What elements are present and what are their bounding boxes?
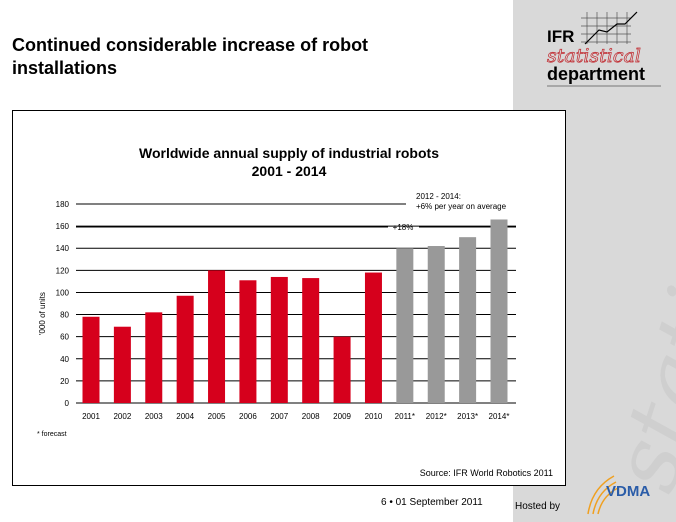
y-tick-label: 120	[56, 266, 70, 275]
y-tick-label: 20	[60, 377, 69, 386]
bar-2008	[302, 278, 320, 403]
x-tick-label: 2013*	[457, 412, 478, 421]
chart-subtitle: 2001 - 2014	[252, 163, 327, 179]
forecast-footnote: * forecast	[37, 431, 67, 438]
x-tick-label: 2014*	[489, 412, 510, 421]
ifr-logo: IFR statistical department	[547, 11, 661, 87]
annotation-average-2: +6% per year on average	[416, 202, 507, 211]
svg-text:department: department	[547, 64, 645, 84]
y-tick-label: 0	[65, 399, 70, 408]
vdma-logo: VDMA	[587, 475, 650, 515]
bar-2012*	[427, 246, 445, 403]
svg-text:IFR: IFR	[547, 27, 574, 46]
x-tick-label: 2003	[145, 412, 163, 421]
x-tick-label: 2007	[270, 412, 288, 421]
y-tick-label: 140	[56, 244, 70, 253]
x-tick-label: 2009	[333, 412, 351, 421]
slide-title: Continued considerable increase of robot…	[12, 35, 369, 78]
svg-text:VDMA: VDMA	[606, 483, 650, 500]
bar-2014*	[490, 219, 508, 403]
annotation-average-1: 2012 - 2014:	[416, 192, 461, 201]
y-tick-label: 160	[56, 222, 70, 231]
chart-source: Source: IFR World Robotics 2011	[420, 468, 553, 478]
bar-2005	[208, 270, 226, 403]
x-tick-label: 2008	[302, 412, 320, 421]
y-tick-label: 40	[60, 355, 69, 364]
chart-frame: Worldwide annual supply of industrial ro…	[12, 110, 566, 486]
bar-2013*	[459, 237, 477, 403]
x-tick-label: 2002	[113, 412, 131, 421]
hosted-by-label: Hosted by	[515, 501, 561, 512]
x-tick-label: 2010	[365, 412, 383, 421]
svg-text:statistical: statistical	[547, 45, 641, 67]
footer-page-date: 6 • 01 September 2011	[381, 497, 483, 508]
bar-2007	[270, 276, 288, 403]
bar-chart: Worldwide annual supply of industrial ro…	[37, 145, 553, 478]
y-tick-label: 100	[56, 288, 70, 297]
x-tick-label: 2005	[208, 412, 226, 421]
annotation-growth: +18%	[393, 223, 414, 232]
x-tick-label: 2011*	[395, 412, 415, 421]
y-axis-label: '000 of units	[38, 292, 47, 335]
bar-2011*	[396, 248, 414, 403]
bar-2002	[113, 326, 131, 403]
bar-2004	[176, 295, 194, 403]
bar-2009	[333, 336, 351, 403]
x-tick-label: 2012*	[426, 412, 447, 421]
bar-2003	[145, 312, 163, 403]
y-tick-label: 80	[60, 311, 69, 320]
x-tick-label: 2004	[176, 412, 194, 421]
bar-2010	[364, 272, 382, 403]
x-tick-label: 2001	[82, 412, 100, 421]
y-tick-label: 180	[56, 200, 70, 209]
bar-2001	[82, 316, 100, 403]
chart-title: Worldwide annual supply of industrial ro…	[139, 145, 439, 161]
x-tick-label: 2006	[239, 412, 257, 421]
bar-2006	[239, 280, 257, 403]
y-tick-label: 60	[60, 333, 69, 342]
